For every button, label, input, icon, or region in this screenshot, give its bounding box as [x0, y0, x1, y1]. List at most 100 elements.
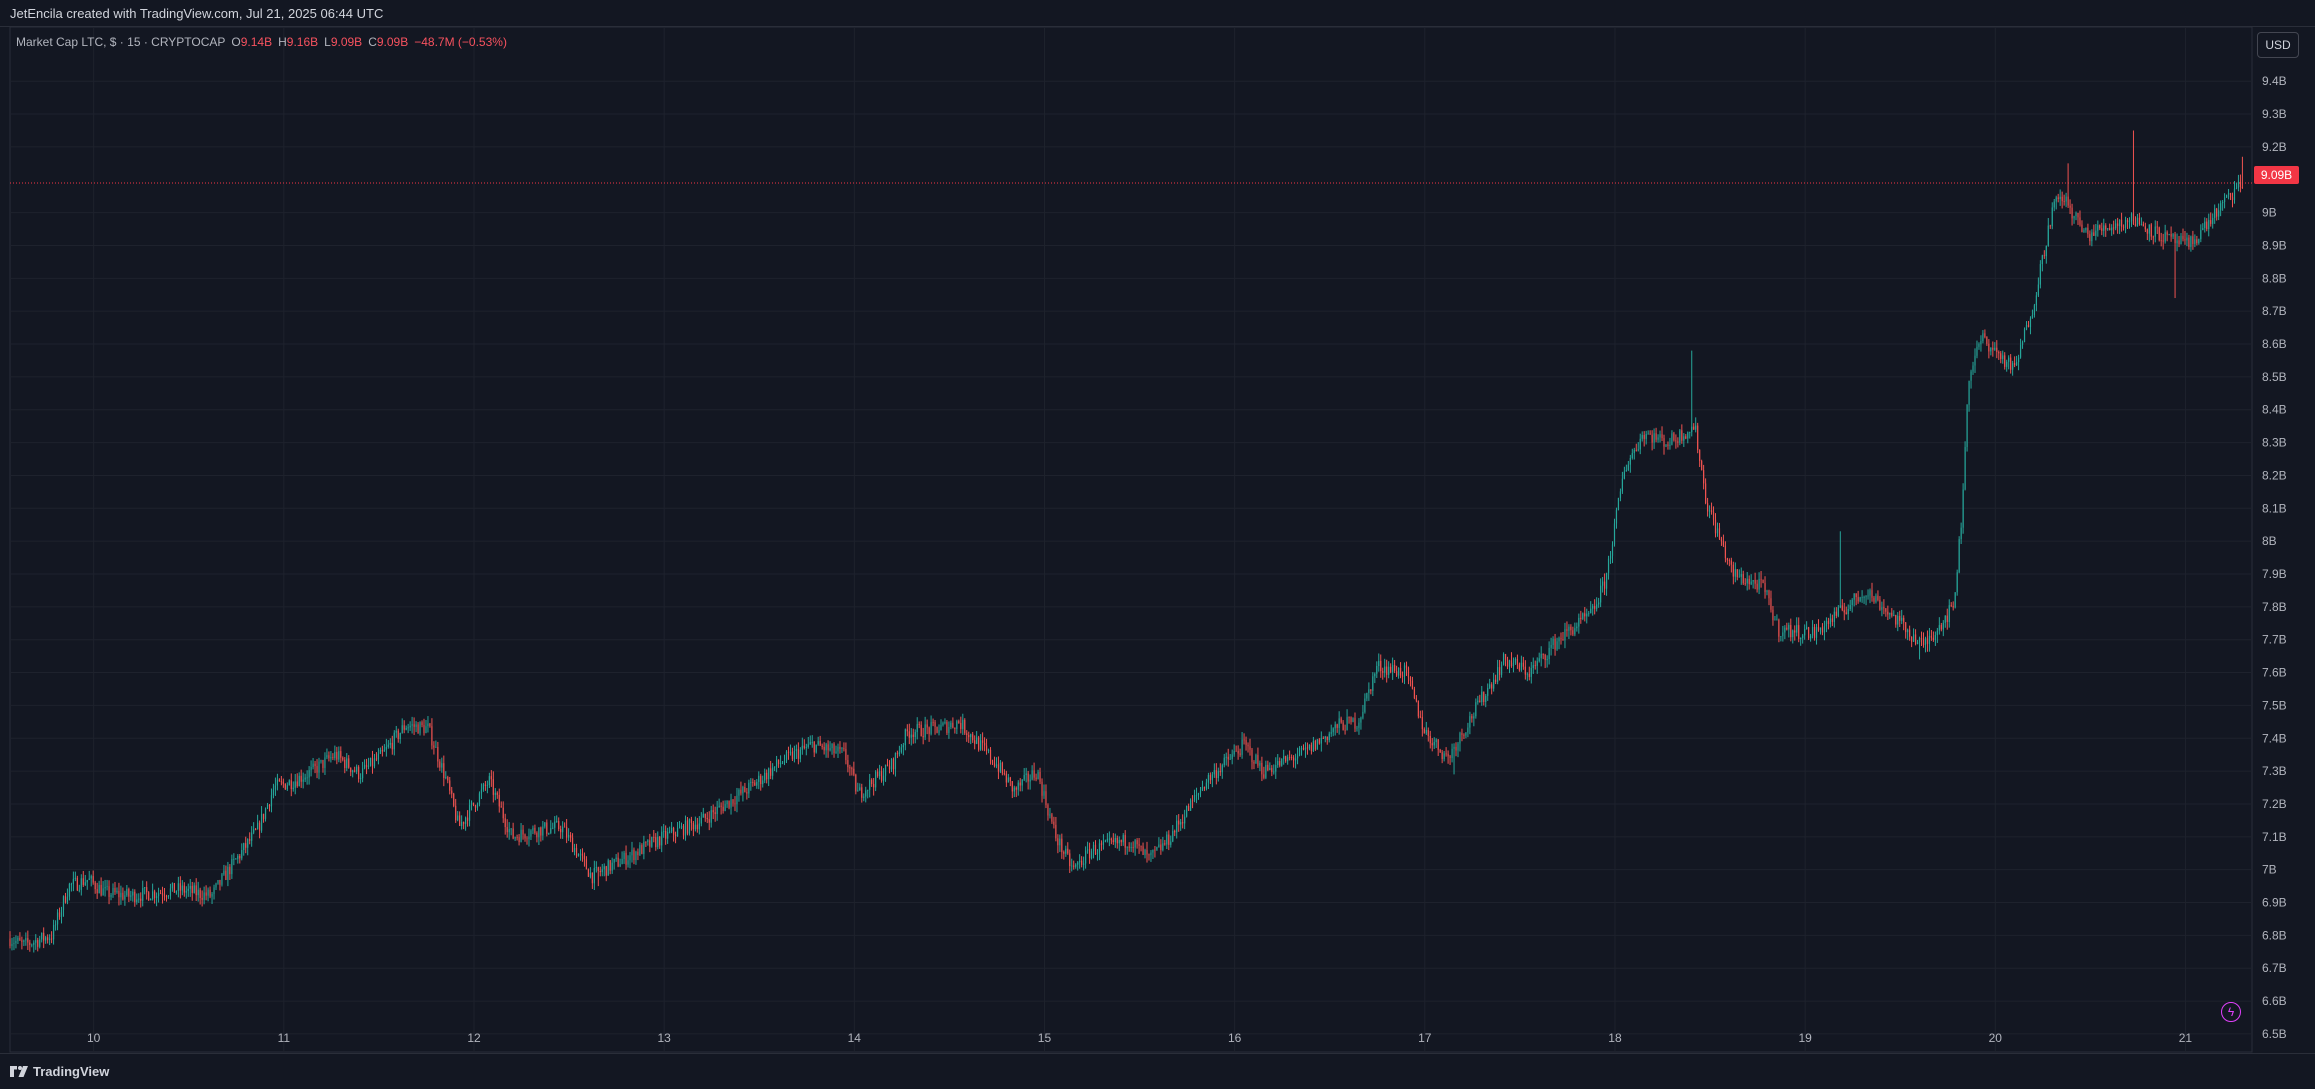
candle — [734, 796, 736, 812]
candle — [484, 781, 487, 791]
candle — [534, 824, 536, 835]
candle — [1566, 621, 1568, 637]
symbol-legend[interactable]: Market Cap LTC, $ · 15 · CRYPTOCAP O9.14… — [16, 35, 507, 49]
candle — [1584, 607, 1586, 622]
candle — [1536, 657, 1538, 674]
candle — [1718, 522, 1721, 540]
candle — [1665, 444, 1667, 448]
candle — [708, 811, 710, 831]
y-tick-label: 6.8B — [2262, 928, 2287, 942]
candle — [2031, 309, 2034, 319]
y-tick-label: 8.9B — [2262, 238, 2287, 252]
candle — [1831, 614, 1833, 627]
candle — [910, 728, 912, 746]
candle — [1730, 557, 1732, 573]
candle — [177, 876, 179, 898]
candle — [1269, 762, 1271, 771]
x-tick-label: 10 — [87, 1031, 101, 1045]
candle — [276, 773, 279, 791]
candle — [1213, 763, 1215, 778]
candle — [92, 870, 94, 885]
candle — [1641, 431, 1643, 442]
candle — [1520, 655, 1522, 672]
time-axis[interactable]: 10 11 12 13 14 15 16 17 18 19 20 21 — [87, 1031, 2192, 1045]
candle — [1899, 610, 1901, 627]
price-axis[interactable]: 9.4B 9.3B 9.2B 9B 8.9B 8.8B 8.7B 8.6B 8.5B 8.4B 8.… — [2262, 74, 2287, 1041]
candle — [35, 934, 37, 950]
candle — [2063, 194, 2065, 206]
candle — [1679, 428, 1681, 446]
candle — [1495, 674, 1497, 685]
candle — [1742, 570, 1744, 585]
candle — [1370, 689, 1372, 695]
candle — [1130, 842, 1132, 852]
symbol-name[interactable]: Market Cap LTC, $ · 15 · CRYPTOCAP — [16, 35, 226, 49]
candle — [1346, 709, 1348, 731]
y-tick-label: 8.3B — [2262, 436, 2287, 450]
candle — [2172, 233, 2174, 240]
candle — [1059, 834, 1061, 852]
candle — [1025, 767, 1027, 783]
candle — [342, 756, 344, 762]
candle — [1205, 778, 1208, 791]
lightning-icon[interactable]: ϟ — [2221, 1002, 2241, 1022]
tradingview-logo[interactable]: TradingView — [10, 1064, 109, 1079]
candle — [641, 843, 643, 855]
candle — [1552, 636, 1554, 650]
candle — [1255, 753, 1257, 764]
candle — [449, 776, 451, 795]
candle — [2166, 230, 2168, 242]
candle — [1540, 646, 1542, 667]
candle — [207, 887, 209, 902]
candle — [1138, 837, 1140, 854]
candle — [461, 815, 463, 830]
candle — [415, 721, 417, 733]
candle — [1986, 336, 1988, 346]
candle — [2097, 220, 2099, 237]
candle — [1043, 784, 1045, 799]
candle — [1350, 716, 1352, 725]
candle — [1639, 433, 1641, 455]
currency-button[interactable]: USD — [2257, 32, 2299, 58]
candle — [1554, 633, 1556, 656]
candle — [575, 843, 578, 858]
candle — [2012, 360, 2014, 376]
candle — [235, 858, 237, 860]
candle — [1903, 615, 1905, 631]
candle — [1649, 430, 1651, 435]
candle — [1653, 428, 1655, 449]
candle — [1045, 784, 1047, 809]
candle — [2128, 217, 2131, 229]
candle — [203, 886, 205, 905]
candle — [163, 887, 166, 901]
candle — [159, 889, 162, 895]
candle — [663, 823, 665, 838]
candle — [1273, 764, 1275, 775]
candle — [1940, 622, 1942, 632]
candle — [229, 864, 231, 880]
candle — [1285, 755, 1287, 763]
candle — [322, 759, 324, 773]
candle — [900, 744, 902, 754]
candle — [768, 767, 770, 787]
candle — [223, 864, 225, 876]
candle — [991, 759, 994, 766]
candle — [589, 867, 591, 879]
candle — [1081, 856, 1083, 868]
candle — [827, 740, 829, 758]
candle — [1063, 850, 1065, 860]
candle — [1007, 773, 1009, 783]
candle — [1366, 692, 1368, 702]
candle — [455, 798, 457, 823]
candle — [674, 831, 677, 844]
candle — [803, 739, 805, 750]
candle — [1184, 809, 1186, 830]
candle — [2035, 292, 2038, 312]
candle — [710, 805, 712, 828]
candle — [671, 821, 673, 834]
candle — [2231, 192, 2234, 208]
candle — [938, 724, 940, 736]
candle — [833, 742, 835, 758]
candle — [1817, 619, 1820, 632]
